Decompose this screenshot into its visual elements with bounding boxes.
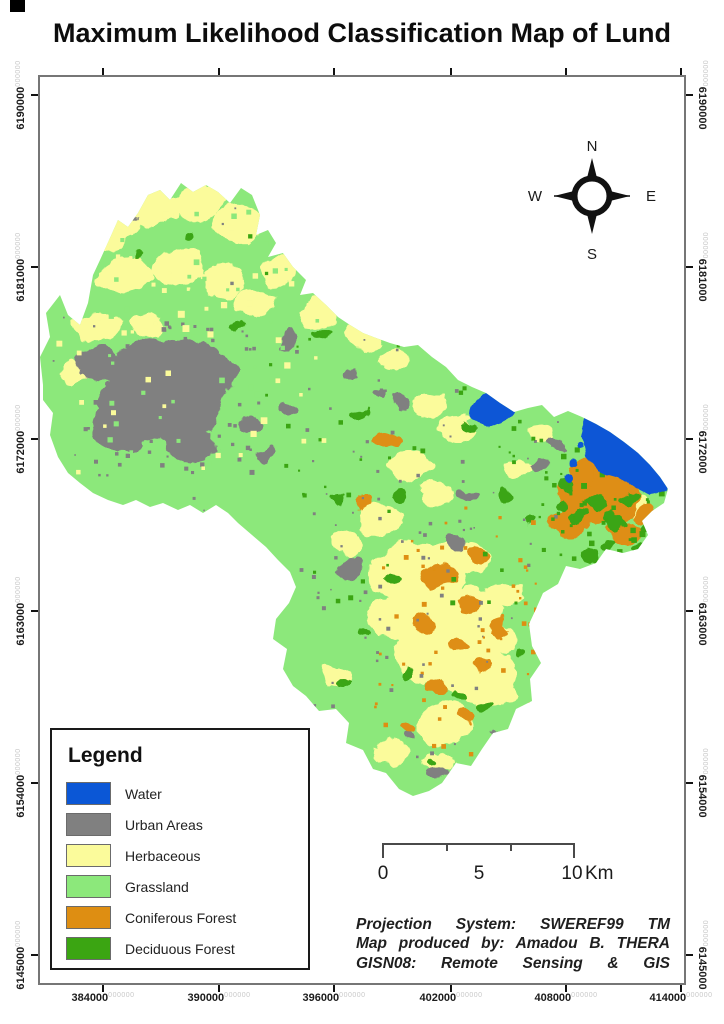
scale-label-start: 0	[377, 863, 389, 884]
grid-tick	[686, 438, 693, 440]
x-axis-label: 390000000000	[187, 992, 251, 1004]
grid-tick	[565, 68, 567, 75]
y-axis-label: 6145000000000	[15, 920, 27, 990]
herbaceous-swatch	[66, 844, 111, 867]
grid-tick	[31, 782, 38, 784]
compass-south-label: S	[587, 246, 597, 263]
scale-bar: 0 5 10 Km	[378, 843, 614, 888]
grassland-swatch	[66, 875, 111, 898]
grid-tick	[686, 954, 693, 956]
compass-north-label: N	[587, 138, 598, 155]
x-axis-label: 414000000000	[649, 992, 713, 1004]
grid-tick	[102, 985, 104, 992]
map-frame	[38, 75, 686, 985]
corner-marker	[10, 0, 25, 12]
x-axis-label: 396000000000	[302, 992, 366, 1004]
grid-tick	[680, 985, 682, 992]
legend-item-urban: Urban Areas	[66, 813, 308, 836]
y-axis-label: 6181000000000	[15, 232, 27, 302]
deciduous-swatch	[66, 937, 111, 960]
scale-label-end: 10	[561, 863, 583, 884]
credits-course: GISN08: Remote Sensing & GIS	[356, 954, 670, 972]
grid-tick	[31, 94, 38, 96]
y-axis-label: 0000006190000	[696, 60, 708, 130]
grid-tick	[218, 68, 220, 75]
scale-bar-tick	[510, 843, 512, 851]
grid-tick	[333, 985, 335, 992]
legend-item-deciduous: Deciduous Forest	[66, 937, 308, 960]
credits-block: Projection System: SWEREF99 TM Map produ…	[356, 915, 670, 973]
deciduous-layer	[134, 231, 655, 779]
legend-item-label: Herbaceous	[125, 847, 201, 864]
scale-label-middle: 5	[473, 863, 485, 884]
legend-item-label: Water	[125, 785, 162, 802]
legend-box: Legend Water Urban Areas Herbaceous Gras…	[50, 728, 310, 970]
legend-title: Legend	[68, 744, 143, 767]
grid-tick	[680, 68, 682, 75]
scale-unit-label: Km	[585, 863, 614, 884]
grid-tick	[686, 266, 693, 268]
y-axis-label: 6163000000000	[15, 576, 27, 646]
y-axis-label: 0000006172000	[696, 404, 708, 474]
x-axis-label: 384000000000	[71, 992, 135, 1004]
legend-item-label: Grassland	[125, 878, 189, 895]
y-axis-label: 0000006154000	[696, 748, 708, 818]
grid-tick	[686, 782, 693, 784]
page-title: Maximum Likelihood Classification Map of…	[52, 18, 672, 48]
y-axis-label: 6172000000000	[15, 404, 27, 474]
grid-tick	[218, 985, 220, 992]
legend-item-label: Coniferous Forest	[125, 909, 237, 926]
x-axis-label: 402000000000	[419, 992, 483, 1004]
scale-bar-tick	[573, 843, 575, 858]
credits-author: Map produced by: Amadou B. THERA	[356, 935, 670, 953]
compass-rose-icon: N E S W	[528, 138, 656, 263]
y-axis-label: 0000006163000	[696, 576, 708, 646]
scale-bar-line	[382, 843, 575, 845]
grid-tick	[565, 985, 567, 992]
y-axis-label: 6190000000000	[15, 60, 27, 130]
grid-tick	[31, 610, 38, 612]
x-axis-label: 408000000000	[534, 992, 598, 1004]
grid-tick	[102, 68, 104, 75]
water-swatch	[66, 782, 111, 805]
grid-tick	[333, 68, 335, 75]
credits-projection: Projection System: SWEREF99 TM	[356, 916, 670, 933]
grid-tick	[686, 94, 693, 96]
compass-west-label: W	[528, 188, 543, 205]
grid-tick	[31, 266, 38, 268]
y-axis-label: 0000006181000	[696, 232, 708, 302]
classification-map	[40, 183, 668, 796]
legend-item-coniferous: Coniferous Forest	[66, 906, 308, 929]
legend-item-grassland: Grassland	[66, 875, 308, 898]
coniferous-swatch	[66, 906, 111, 929]
grid-tick	[450, 985, 452, 992]
y-axis-label: 6154000000000	[15, 748, 27, 818]
grid-tick	[31, 438, 38, 440]
grid-tick	[31, 954, 38, 956]
grid-tick	[450, 68, 452, 75]
compass-east-label: E	[646, 188, 656, 205]
y-axis-label: 0000006145000	[696, 920, 708, 990]
urban-swatch	[66, 813, 111, 836]
legend-item-water: Water	[66, 782, 308, 805]
scale-bar-tick	[446, 843, 448, 851]
legend-item-herbaceous: Herbaceous	[66, 844, 308, 867]
legend-item-label: Urban Areas	[125, 816, 203, 833]
grid-tick	[686, 610, 693, 612]
scale-bar-tick	[382, 843, 384, 858]
legend-item-label: Deciduous Forest	[125, 940, 235, 957]
